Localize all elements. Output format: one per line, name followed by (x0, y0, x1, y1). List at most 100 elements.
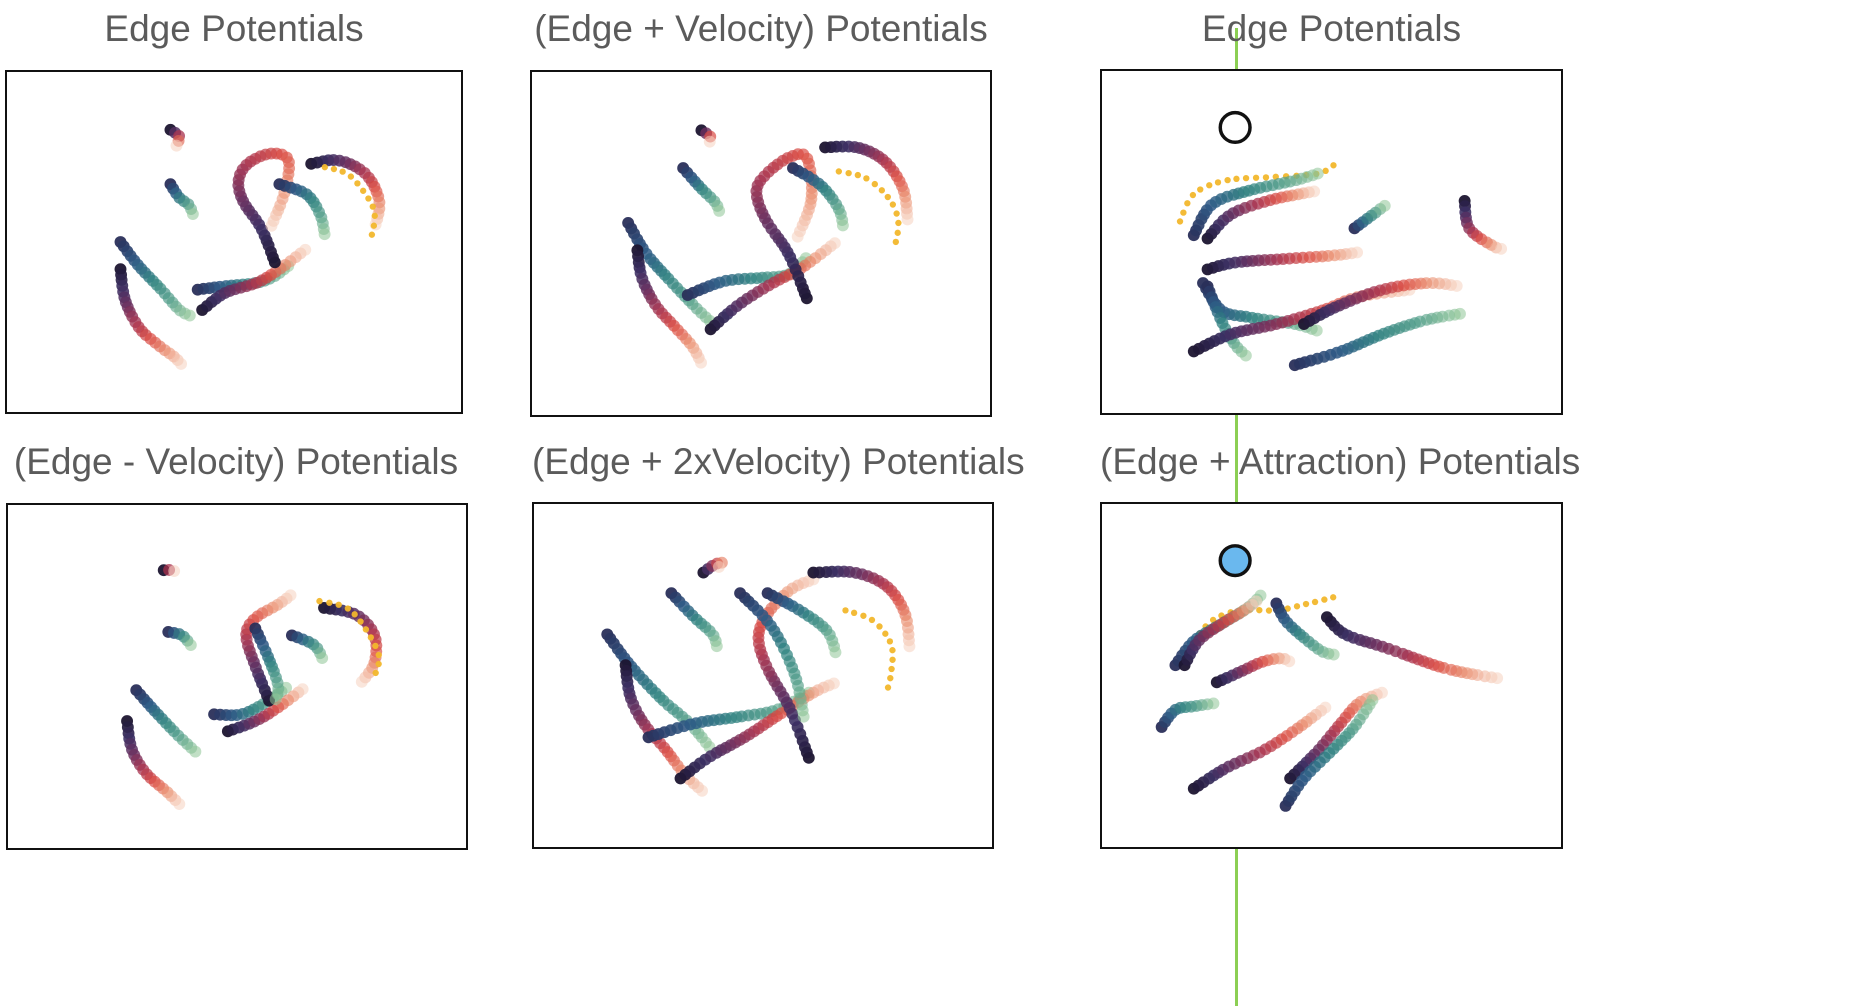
trajectory (305, 154, 386, 231)
trajectory (1187, 701, 1332, 795)
trajectory (1458, 195, 1508, 255)
trajectory-point (1250, 595, 1263, 608)
trajectory-point (791, 230, 804, 243)
panel-title-bottom-middle: (Edge + 2xVelocity) Potentials (532, 441, 1025, 482)
trajectory (130, 684, 202, 758)
trajectory (695, 124, 717, 148)
trajectory-plot-top-middle (622, 124, 914, 369)
trajectory-point (828, 237, 841, 250)
trajectory-plot-bottom-middle (601, 556, 916, 797)
trajectory (164, 178, 199, 220)
trajectory (232, 147, 296, 269)
trajectory-point (1242, 174, 1250, 182)
trajectory-point (889, 656, 896, 663)
trajectory-point (836, 219, 849, 232)
trajectory-point (365, 195, 372, 202)
trajectory-point (1233, 175, 1240, 183)
trajectory-point (868, 616, 876, 624)
trajectory-point (860, 612, 867, 619)
trajectory-point (347, 173, 355, 180)
trajectory (114, 263, 188, 370)
trajectory-point (371, 212, 378, 219)
trajectory-point (1378, 199, 1391, 212)
trajectory-point (887, 675, 894, 682)
trajectory-point (1310, 324, 1323, 337)
trajectory (196, 243, 312, 316)
trajectory-point (901, 213, 914, 226)
trajectory (697, 556, 728, 579)
trajectory-point (1239, 349, 1252, 362)
trajectory-point (884, 193, 891, 201)
trajectory-point (829, 646, 842, 659)
trajectory-point (1330, 594, 1337, 601)
trajectory-point (1319, 701, 1332, 714)
trajectory-point (1189, 191, 1197, 199)
trajectory (273, 178, 331, 241)
trajectory-point (344, 605, 352, 612)
trajectory-point (696, 784, 708, 797)
trajectory-point (892, 238, 899, 246)
trajectory (157, 564, 181, 577)
trajectory-point (326, 599, 333, 606)
trajectory (240, 589, 297, 707)
trajectory-point (863, 175, 870, 182)
trajectory-point (1176, 218, 1184, 225)
trajectory-point (1322, 167, 1329, 174)
trajectory-point (712, 561, 725, 573)
trajectory-point (876, 623, 883, 630)
trajectory (842, 607, 896, 691)
trajectory (1201, 246, 1364, 276)
trajectory-point (1330, 162, 1337, 169)
trajectory-point (316, 597, 323, 605)
trajectory-point (362, 626, 370, 633)
trajectory-point (189, 745, 202, 758)
trajectory (285, 629, 329, 665)
trajectory (321, 164, 378, 238)
trajectory-point (367, 634, 375, 641)
trajectory-point (375, 651, 382, 659)
trajectory (734, 587, 810, 723)
trajectory-point (1311, 598, 1319, 606)
trajectory (316, 597, 382, 677)
trajectory-plot-top-right (1176, 110, 1508, 372)
trajectory-point (886, 638, 894, 645)
trajectory-point (1327, 648, 1340, 661)
trajectory-point (1252, 174, 1260, 181)
trajectory-point (316, 652, 329, 665)
trajectory-point (335, 601, 342, 608)
panel-title-top-middle: (Edge + Velocity) Potentials (534, 8, 988, 49)
trajectory-point (1207, 697, 1220, 710)
trajectory (164, 123, 186, 152)
trajectory-point (842, 607, 849, 614)
trajectory-point (703, 135, 716, 148)
trajectory-point (894, 229, 901, 236)
plot-frame-bottom-middle (532, 502, 994, 849)
trajectory-point (895, 219, 902, 227)
trajectory-point (1495, 242, 1508, 255)
trajectory-point (878, 187, 886, 194)
trajectory (1176, 162, 1337, 225)
trajectory-plot-bottom-right (1155, 544, 1504, 812)
trajectory-point (284, 589, 297, 602)
trajectory (249, 622, 285, 706)
trajectory (677, 162, 726, 217)
trajectory-point (369, 203, 376, 210)
trajectory (1201, 185, 1321, 245)
trajectory-point (845, 169, 852, 177)
trajectory-point (835, 168, 842, 175)
trajectory-point (355, 675, 368, 688)
trajectory-point (893, 210, 900, 217)
target-marker (1218, 110, 1252, 144)
trajectory (787, 162, 849, 232)
trajectory-point (175, 358, 188, 370)
trajectory-point (372, 642, 379, 650)
trajectory (835, 168, 902, 246)
trajectory-point (888, 665, 895, 673)
trajectory (761, 587, 842, 659)
trajectory (1348, 199, 1391, 235)
trajectory (631, 244, 707, 369)
trajectory-point (318, 228, 331, 241)
plot-frame-bottom-left (6, 503, 468, 850)
trajectory (1155, 697, 1220, 733)
trajectory-point (1184, 200, 1191, 207)
